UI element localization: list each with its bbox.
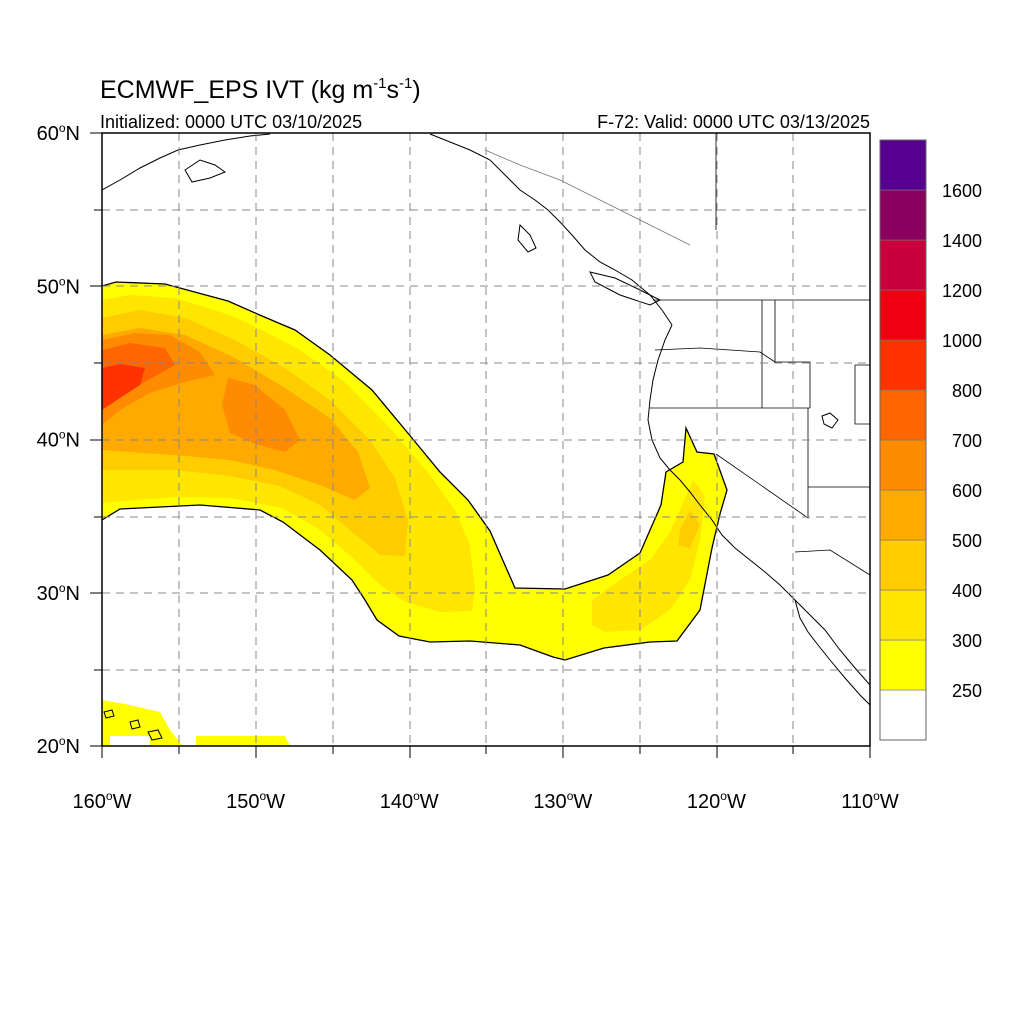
colorbar-label: 300 <box>952 631 982 651</box>
map-area <box>102 133 870 746</box>
colorbar-swatch <box>879 239 927 291</box>
nevada-border <box>715 408 809 519</box>
bc-islands <box>517 223 662 306</box>
lat-label-20N: 20oN <box>37 734 80 758</box>
washington-oregon-border <box>654 347 776 363</box>
lon-label-140W: 140oW <box>380 789 439 813</box>
map-title: ECMWF_EPS IVT (kg m-1s-1) <box>100 75 421 104</box>
lat-label-60N: 60oN <box>37 121 80 145</box>
colorbar-swatch <box>879 339 927 391</box>
ivt-patch-hawaii-2 <box>196 736 290 746</box>
ivt-gap-hawaii <box>110 736 150 746</box>
lon-label-160W: 160oW <box>73 789 132 813</box>
ivt-contour-800 <box>102 364 145 410</box>
west-coast-us <box>647 324 870 686</box>
colorbar-frame <box>879 139 927 741</box>
lat-label-40N: 40oN <box>37 428 80 452</box>
baja-california <box>794 599 870 706</box>
colorbar-label: 400 <box>952 581 982 601</box>
colorbar-label: 1400 <box>942 231 982 251</box>
political-borders <box>484 133 870 576</box>
colorbar-label: 1200 <box>942 281 982 301</box>
gridlines <box>102 133 870 746</box>
colorbar-swatch <box>879 389 927 441</box>
coastal-detail <box>484 149 691 246</box>
colorbar-swatch <box>879 139 927 191</box>
init-time-label: Initialized: 0000 UTC 03/10/2025 <box>100 112 362 132</box>
gulf-alaska-coast <box>429 133 673 326</box>
colorbar-swatch <box>879 189 927 241</box>
utah-border <box>808 364 870 488</box>
colorbar-swatch <box>879 589 927 641</box>
valid-time-label: F-72: Valid: 0000 UTC 03/13/2025 <box>597 112 870 132</box>
lon-label-110W: 110oW <box>841 789 899 813</box>
colorbar-label: 700 <box>952 431 982 451</box>
ivt-contour-400-east <box>678 510 700 548</box>
colorbar-label: 500 <box>952 531 982 551</box>
latitude-labels: 60oN 50oN 40oN 30oN 20oN <box>37 121 80 758</box>
lon-label-150W: 150oW <box>226 789 285 813</box>
coastlines <box>102 133 870 741</box>
lat-label-50N: 50oN <box>37 274 80 298</box>
hawaii-islands <box>103 709 163 741</box>
ivt-contour-300-east <box>592 480 705 632</box>
ivt-patch-hawaii-1 <box>102 700 182 745</box>
great-salt-lake <box>821 412 839 429</box>
colorbar-label: 1600 <box>942 181 982 201</box>
longitude-labels: 160oW 150oW 140oW 130oW 120oW 110oW <box>73 789 899 813</box>
colorbar-swatch <box>879 639 927 691</box>
colorbar-swatch <box>879 689 927 741</box>
colorbar-label: 250 <box>952 681 982 701</box>
colorbar-swatch <box>879 439 927 491</box>
lon-label-130W: 130oW <box>533 789 592 813</box>
alaska-coast <box>102 133 271 191</box>
colorbar-swatch <box>879 539 927 591</box>
colorbar-swatch <box>879 489 927 541</box>
lat-label-30N: 30oN <box>37 581 80 605</box>
alaska-islands <box>184 159 227 183</box>
ivt-contour-600-b <box>222 378 300 452</box>
ivt-colorbar: 250 300 400 500 600 700 800 1000 1200 1400 1600 <box>879 139 982 741</box>
tick-marks <box>90 132 871 758</box>
lon-label-120W: 120oW <box>687 789 746 813</box>
mexico-border <box>794 549 870 576</box>
colorbar-label: 1000 <box>942 331 982 351</box>
ivt-outline <box>102 281 728 661</box>
colorbar-swatch <box>879 289 927 341</box>
colorbar-label: 800 <box>952 381 982 401</box>
colorbar-label: 600 <box>952 481 982 501</box>
